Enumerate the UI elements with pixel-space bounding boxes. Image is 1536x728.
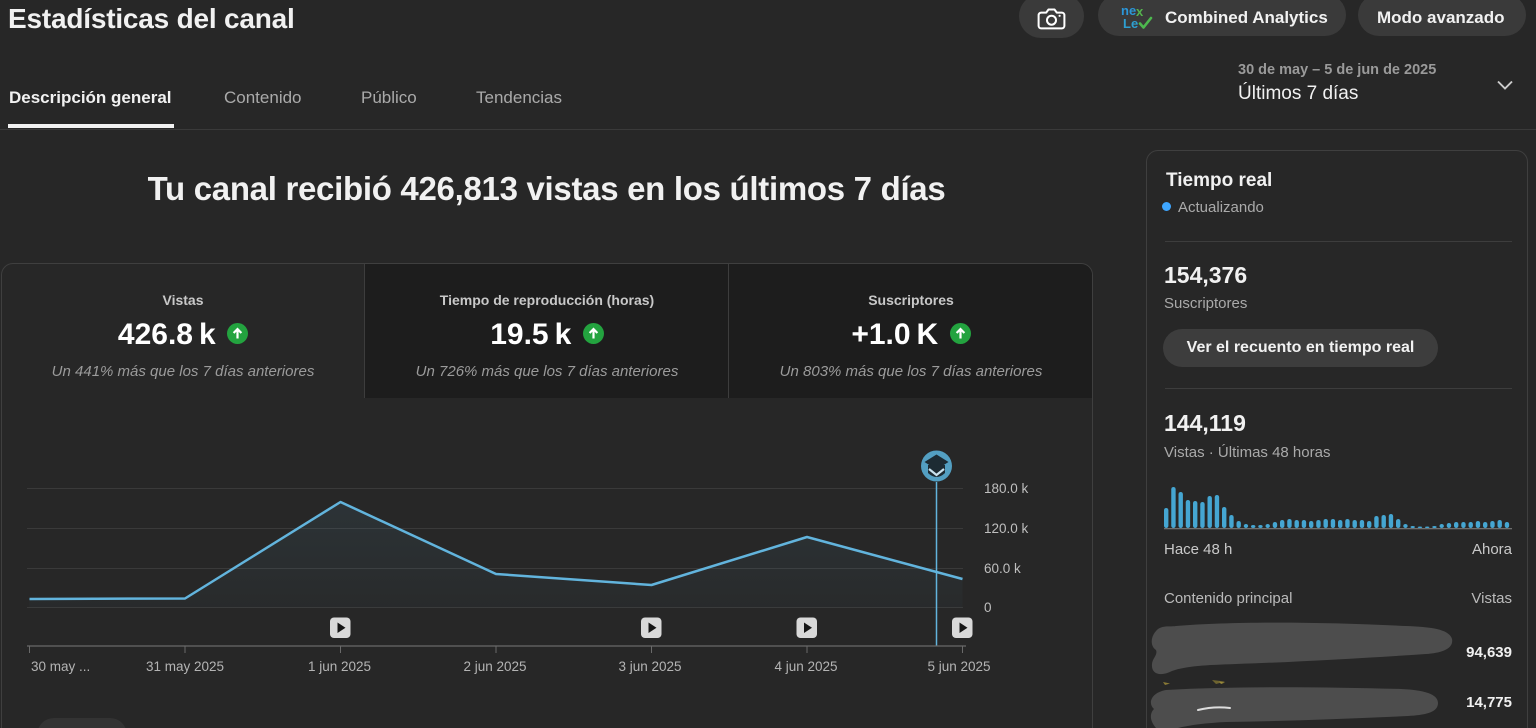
svg-text:Le: Le [1123, 16, 1138, 31]
svg-text:60.0 k: 60.0 k [984, 561, 1021, 576]
svg-text:3 jun 2025: 3 jun 2025 [618, 659, 681, 674]
svg-text:0: 0 [984, 600, 992, 615]
svg-text:1 jun 2025: 1 jun 2025 [308, 659, 371, 674]
svg-text:30 may ...: 30 may ... [31, 659, 90, 674]
svg-text:ne: ne [1121, 3, 1136, 18]
svg-text:x: x [1136, 4, 1144, 19]
svg-text:4 jun 2025: 4 jun 2025 [774, 659, 837, 674]
svg-text:5 jun 2025: 5 jun 2025 [927, 659, 990, 674]
svg-text:2 jun 2025: 2 jun 2025 [463, 659, 526, 674]
svg-text:180.0 k: 180.0 k [984, 481, 1029, 496]
svg-text:31 may 2025: 31 may 2025 [146, 659, 224, 674]
svg-text:120.0 k: 120.0 k [984, 521, 1029, 536]
